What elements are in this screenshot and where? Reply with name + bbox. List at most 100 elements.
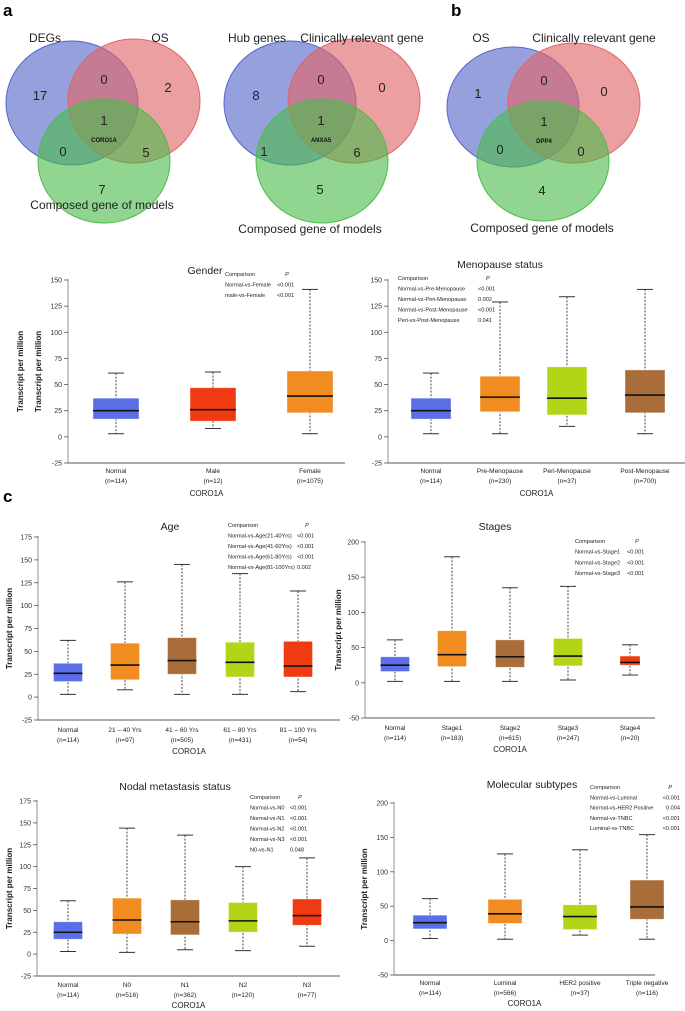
- venn-set-label: OS: [151, 31, 168, 45]
- comparison-table: Comparison P Normal-vs-Age(21-40Yrs) <0.001…: [228, 523, 314, 571]
- category-label: Stage4: [620, 725, 641, 732]
- comparison-name: Normal-vs-Age(41-60Yrs): [228, 544, 292, 550]
- venn-region-count: 0: [100, 72, 107, 87]
- box-iqr: [437, 630, 467, 668]
- venn-set-label: DEGs: [29, 31, 61, 45]
- box-iqr: [189, 387, 237, 422]
- comparison-name: male-vs-Female: [225, 293, 265, 299]
- chart-title: Stages: [479, 521, 512, 533]
- p-value: <0.001: [478, 308, 495, 314]
- venn-region-count: 5: [142, 145, 149, 160]
- p-value: <0.001: [627, 571, 644, 577]
- category-label: N1: [181, 982, 190, 989]
- category-label: Pre-Menopause: [477, 468, 524, 475]
- p-header: P: [635, 539, 639, 545]
- venn-circle: [37, 98, 171, 224]
- comparison-name: Normal-vs-N2: [250, 827, 285, 833]
- category-label: 81 – 100 Yrs: [280, 727, 317, 734]
- box-iqr: [110, 642, 140, 681]
- y-tick-label: 0: [384, 938, 388, 945]
- y-tick-label: 100: [50, 330, 62, 337]
- p-value: <0.001: [297, 544, 314, 550]
- category-label: Luminal: [494, 980, 517, 987]
- panel-label-b: b: [451, 1, 461, 20]
- p-value: 0.002: [297, 565, 311, 571]
- y-axis-label: Transcript per million: [34, 331, 43, 412]
- p-value: <0.001: [663, 795, 680, 801]
- box-0: [53, 900, 83, 952]
- y-tick-label: 100: [376, 869, 388, 876]
- venn-diagram-3: OS Clinically relevant gene Composed gene …: [446, 31, 656, 235]
- venn-region-count: 2: [164, 80, 171, 95]
- box-iqr: [410, 397, 452, 420]
- y-tick-label: 75: [54, 356, 62, 363]
- category-n: (n=1075): [297, 478, 323, 485]
- category-n: (n=114): [57, 992, 79, 999]
- comparison-name: Normal-vs-Peri-Menopause: [398, 297, 466, 303]
- venn-set-label: Composed gene of models: [470, 221, 613, 235]
- comparison-header: Comparison: [398, 276, 428, 282]
- venn-region-count: 0: [540, 73, 547, 88]
- y-tick-label: 200: [376, 801, 388, 808]
- boxplot-stages: -50 0 50 100 150 200 Stages Transcript per mill…: [334, 521, 655, 754]
- box-0: [53, 639, 83, 695]
- box-2: [286, 288, 334, 435]
- y-tick-label: 50: [351, 645, 359, 652]
- boxplot-nodal-metastasis-status: -25 0 25 50 75 100 125 150 175 Nodal metastasis s…: [5, 781, 340, 1010]
- venn-region-count: 0: [378, 80, 385, 95]
- p-header: P: [305, 523, 309, 529]
- category-label: Normal: [385, 725, 407, 732]
- p-value: <0.001: [277, 283, 294, 289]
- y-tick-label: 150: [20, 557, 32, 564]
- venn-set-label: OS: [472, 31, 489, 45]
- venn-set-label: Hub genes: [228, 31, 286, 45]
- category-label: Male: [206, 468, 220, 475]
- category-n: (n=20): [621, 735, 640, 742]
- box-3: [624, 288, 666, 435]
- venn-circle: [255, 98, 389, 224]
- p-value: 0.004: [666, 806, 680, 812]
- category-label: Normal: [58, 982, 80, 989]
- y-tick-label: -25: [22, 718, 32, 725]
- p-value: 0.048: [290, 848, 304, 854]
- y-tick-label: -25: [372, 461, 382, 468]
- category-label: N3: [303, 982, 312, 989]
- venn-region-count: 1: [540, 114, 547, 129]
- category-n: (n=247): [557, 735, 580, 742]
- box-iqr: [479, 375, 521, 413]
- comparison-table: Comparison P Normal-vs-Stage1 <0.001 Normal-…: [575, 539, 644, 577]
- category-n: (n=700): [634, 478, 657, 485]
- p-value: <0.001: [290, 806, 307, 812]
- y-tick-label: 25: [24, 672, 32, 679]
- y-tick-label: 125: [20, 580, 32, 587]
- comparison-name: Normal-vs-TNBC: [590, 816, 633, 822]
- category-n: (n=114): [384, 735, 406, 742]
- box-iqr: [619, 655, 641, 666]
- chart-title: Menopause status: [457, 259, 543, 271]
- category-label: 61 – 80 Yrs: [223, 727, 257, 734]
- box-1: [189, 371, 237, 429]
- venn-center-gene: CORO1A: [91, 138, 117, 144]
- comparison-table: Comparison P Normal-vs-Pre-Menopause <0.001…: [398, 276, 495, 324]
- category-label: HER2 positive: [559, 980, 601, 987]
- comparison-name: Normal-vs-Post-Menopause: [398, 308, 468, 314]
- comparison-name: Normal-vs-Age(81-100Yrs): [228, 565, 295, 571]
- category-n: (n=566): [494, 990, 517, 997]
- chart-title: Nodal metastasis status: [119, 781, 230, 793]
- box-0: [410, 372, 452, 435]
- category-n: (n=230): [489, 478, 512, 485]
- category-n: (n=54): [289, 737, 308, 744]
- category-n: (n=615): [499, 735, 522, 742]
- category-label: Stage3: [558, 725, 579, 732]
- category-n: (n=114): [419, 990, 441, 997]
- venn-set-label: Composed gene of models: [30, 198, 173, 212]
- box-iqr: [112, 897, 142, 935]
- venn-region-count: 0: [59, 144, 66, 159]
- category-label: Post-Menopause: [620, 468, 670, 475]
- box-iqr: [487, 898, 523, 924]
- p-value: <0.001: [277, 293, 294, 299]
- y-tick-label: 0: [378, 434, 382, 441]
- category-n: (n=120): [232, 992, 255, 999]
- category-label: N0: [123, 982, 132, 989]
- box-2: [170, 834, 200, 951]
